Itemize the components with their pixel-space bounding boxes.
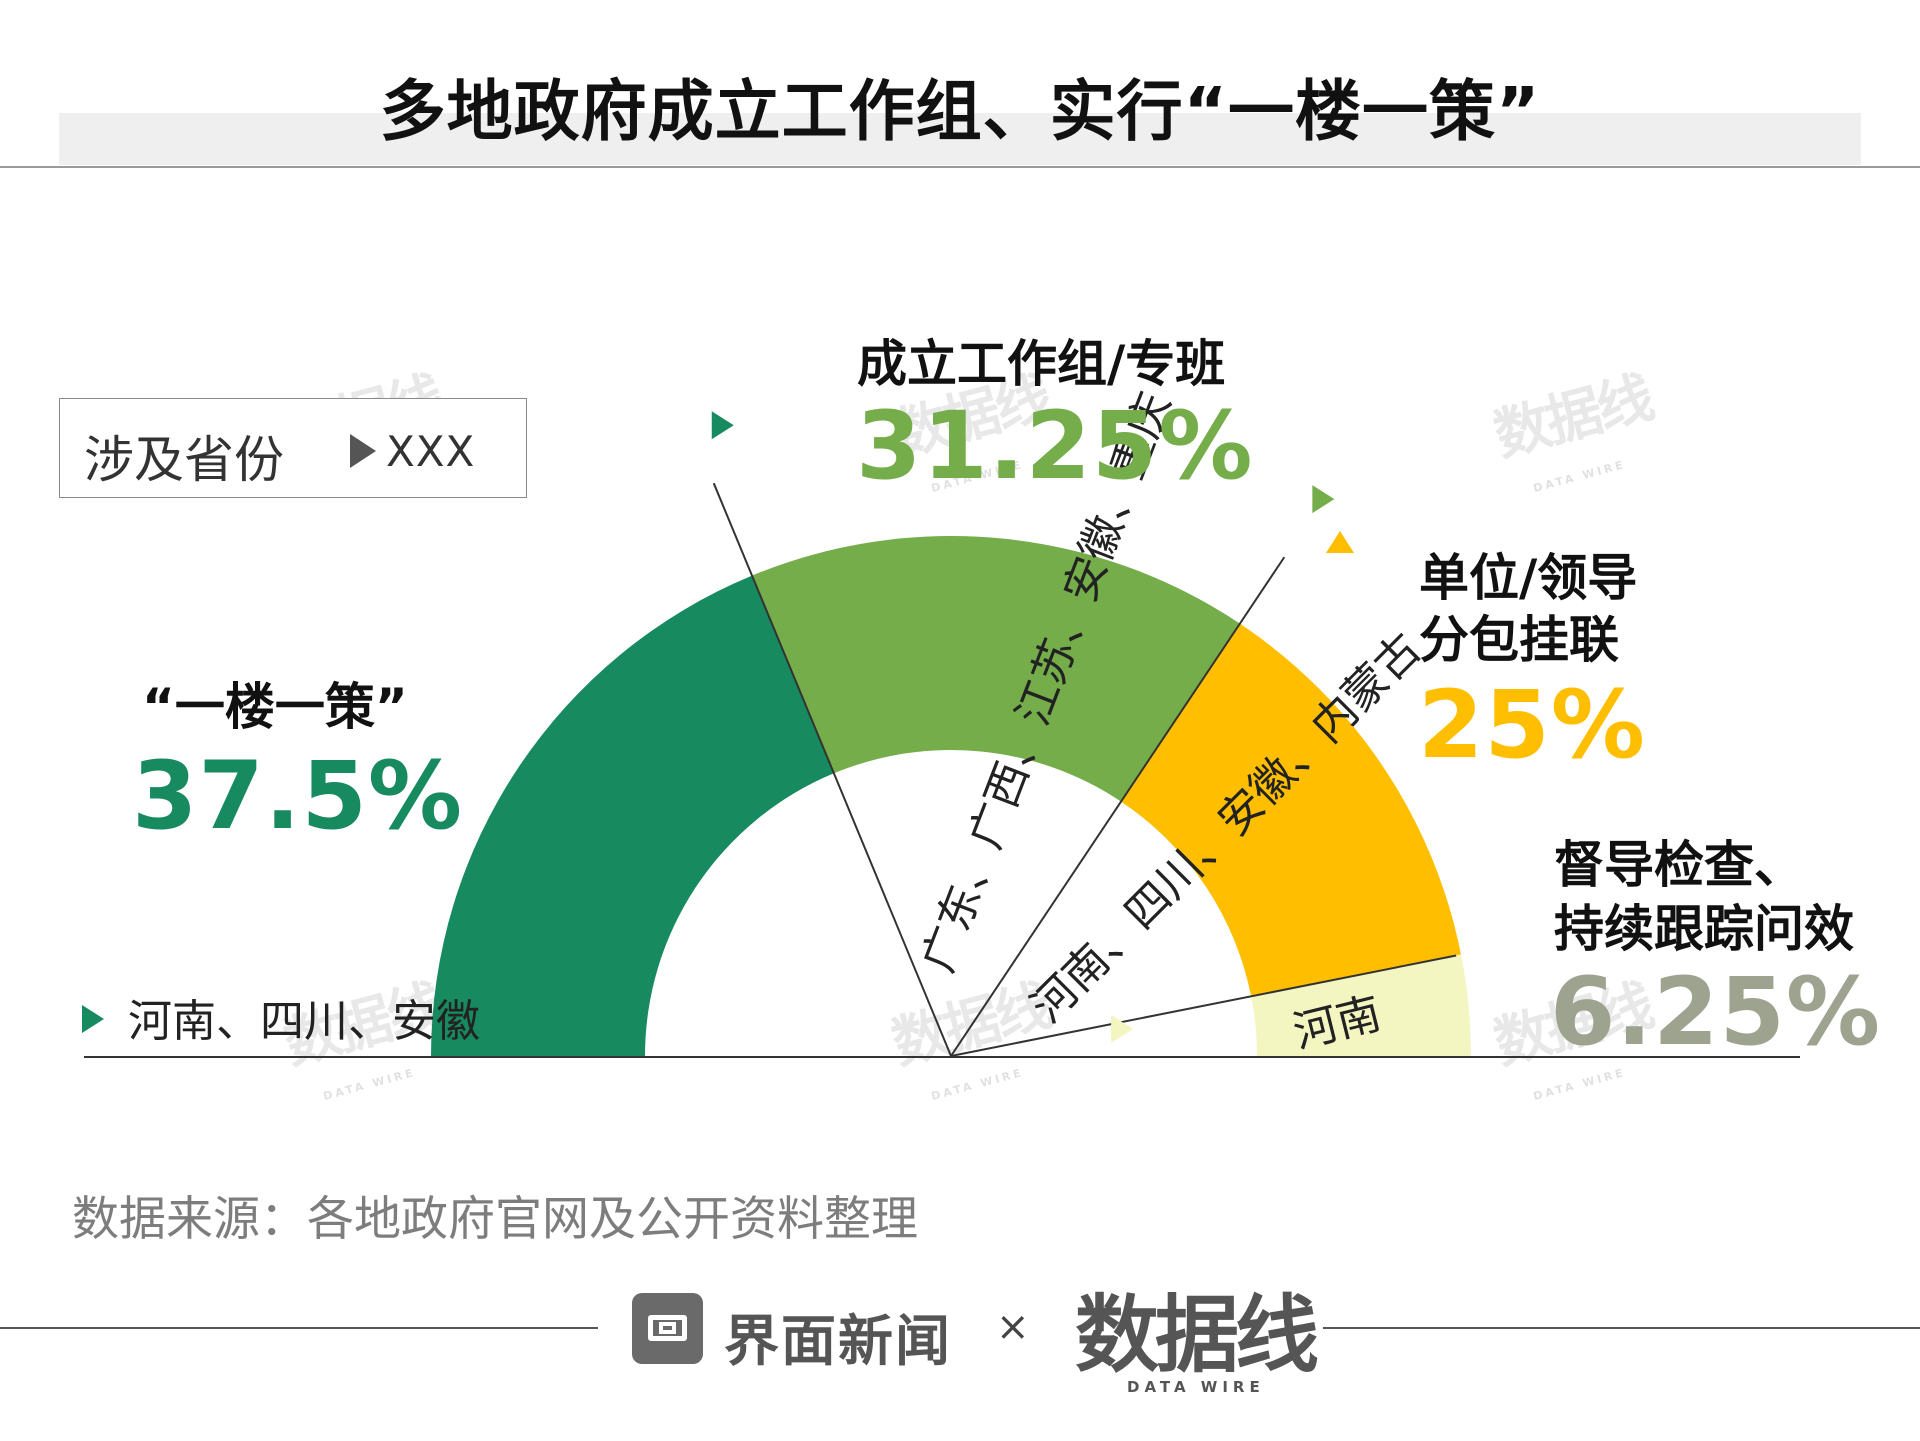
collab-cross: × (996, 1304, 1030, 1350)
title-band (59, 113, 1861, 165)
slice-1-marker-icon (711, 411, 734, 440)
slice-4-name-line1: 督导检查、 (1554, 836, 1804, 894)
slice-1-list-marker-icon (82, 1005, 104, 1033)
slice-2-name: 成立工作组/专班 (857, 335, 1226, 393)
footer-rule-left (0, 1327, 598, 1329)
legend-sample: XXX (386, 427, 476, 476)
slice-4-marker-icon (1111, 1015, 1134, 1043)
source-note: 数据来源：各地政府官网及公开资料整理 (72, 1192, 918, 1247)
slice-1 (431, 575, 834, 1056)
slice-3-name-line2: 分包挂联 (1419, 611, 1619, 669)
chart-title: 多地政府成立工作组、实行“一楼一策” (379, 73, 1541, 150)
slice-3 (1121, 623, 1462, 997)
slice-2-percent: 31.25% (856, 392, 1254, 501)
slice-2 (752, 536, 1240, 802)
legend-box (59, 398, 527, 498)
leader-line-3 (950, 954, 1457, 1057)
leader-line-2 (950, 556, 1286, 1057)
datawire-logo: 数据线 (1075, 1285, 1319, 1384)
slice-1-name: “一楼一策” (142, 678, 408, 736)
title-divider (0, 166, 1920, 168)
slice-4-name-line2: 持续跟踪问效 (1554, 900, 1854, 958)
legend-triangle-icon (350, 434, 376, 468)
jiemian-brand-text: 界面新闻 (724, 1309, 953, 1373)
slice-4-percent: 6.25% (1550, 958, 1882, 1067)
datawire-logo-sub: DATA WIRE (1127, 1378, 1265, 1396)
slice-1-provinces: 河南、四川、安徽 (128, 996, 480, 1047)
slice-2-marker-icon (1312, 485, 1335, 514)
slice-4 (1251, 954, 1471, 1056)
leader-line-1 (712, 482, 952, 1057)
slice-1-percent: 37.5% (132, 742, 464, 851)
slice-3-marker-icon (1326, 531, 1354, 553)
slice-3-name-line1: 单位/领导 (1419, 549, 1638, 607)
footer-rule-right (1323, 1327, 1920, 1329)
jiemian-logo-icon (632, 1293, 703, 1364)
legend-label: 涉及省份 (84, 431, 284, 489)
slice-3-percent: 25% (1418, 671, 1646, 780)
